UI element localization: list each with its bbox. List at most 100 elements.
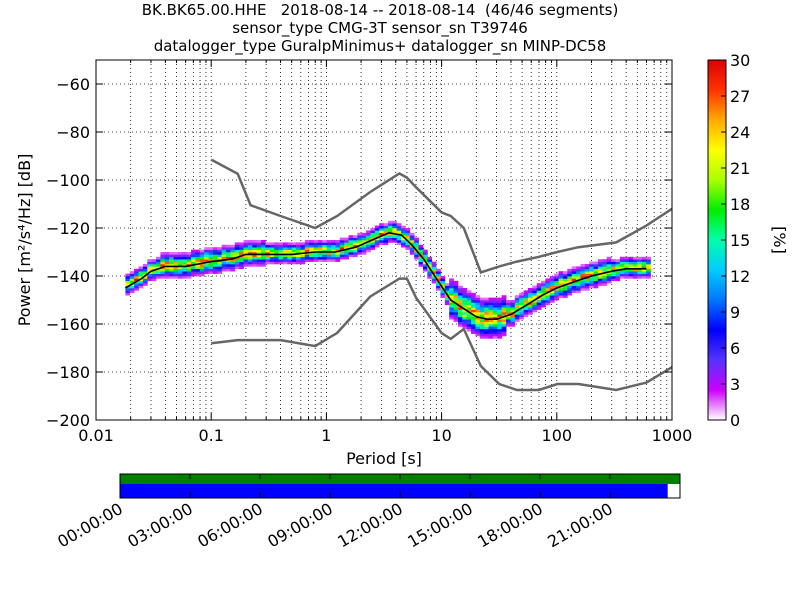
psd-cell (536, 283, 542, 286)
psd-cell (230, 268, 236, 272)
psd-cell (453, 312, 459, 315)
psd-cell (361, 249, 367, 253)
psd-cell (593, 264, 599, 267)
colorbar-label: [%] (770, 226, 789, 254)
psd-cell (142, 264, 148, 267)
psd-cell (462, 316, 468, 320)
psd-cell (239, 259, 244, 262)
psd-cell (256, 240, 262, 243)
psd-cell (226, 266, 231, 270)
psd-cell (418, 244, 424, 248)
psd-cell (492, 316, 498, 320)
psd-cell (457, 285, 463, 289)
psd-cell (562, 273, 568, 277)
psd-cell (265, 252, 271, 255)
psd-cell (261, 264, 266, 267)
psd-cell (160, 252, 166, 255)
psd-cell (204, 259, 209, 262)
psd-cell (129, 273, 135, 277)
psd-cell (453, 319, 459, 322)
psd-cell (269, 242, 275, 246)
psd-cell (199, 264, 205, 267)
psd-cell (370, 244, 376, 248)
psd-cell (361, 235, 367, 238)
psd-cell (641, 276, 647, 279)
psd-cell (300, 247, 306, 250)
psd-cell (304, 256, 310, 260)
psd-cell (471, 324, 476, 327)
psd-cell (151, 264, 157, 267)
psd-cell (514, 307, 520, 310)
psd-cell (475, 312, 481, 315)
psd-cell (523, 314, 529, 318)
psd-cell (584, 283, 590, 286)
time-tick-label: 09:00:00 (264, 499, 336, 551)
psd-cell (287, 249, 293, 253)
psd-cell (304, 240, 310, 243)
psd-cell (387, 220, 393, 224)
time-tick-label: 06:00:00 (194, 499, 266, 551)
psd-cell (589, 285, 594, 289)
psd-cell (414, 240, 419, 243)
psd-cell (554, 297, 559, 301)
psd-cell (497, 328, 503, 332)
psd-cell (414, 256, 419, 260)
psd-cell (282, 244, 288, 248)
psd-cell (287, 242, 293, 246)
psd-cell (379, 237, 384, 241)
psd-cell (475, 331, 481, 334)
psd-cell (309, 259, 314, 262)
psd-cell (186, 266, 192, 270)
x-axis: 0.01 0.1 1 10 100 1000 (78, 60, 692, 445)
psd-cell (291, 252, 297, 255)
psd-cell (584, 285, 590, 289)
psd-cell (164, 252, 170, 255)
psd-cell (173, 259, 179, 262)
psd-cell (606, 278, 612, 282)
psd-cell (147, 266, 153, 270)
psd-cell (252, 247, 258, 250)
psd-cell (523, 312, 529, 315)
psd-cell (291, 254, 297, 258)
psd-cell (606, 259, 612, 262)
psd-cell (554, 276, 559, 279)
psd-cell (541, 297, 546, 301)
psd-cell (243, 247, 249, 250)
psd-cell (646, 276, 651, 279)
psd-cell (549, 292, 555, 296)
psd-cell (457, 292, 463, 296)
psd-cell (519, 304, 524, 308)
psd-cell (221, 266, 227, 270)
psd-cell (576, 266, 581, 270)
psd-cell (606, 266, 612, 270)
psd-cell (300, 259, 306, 262)
psd-cell (247, 254, 253, 258)
psd-cell (488, 331, 494, 334)
psd-cell (497, 302, 503, 306)
psd-cell (234, 247, 240, 250)
psd-cell (501, 324, 507, 327)
psd-cell (462, 321, 468, 325)
psd-cell (532, 288, 538, 291)
psd-cell (641, 259, 647, 262)
psd-cell (186, 261, 192, 265)
psd-cell (326, 256, 332, 260)
psd-cell (204, 256, 209, 260)
psd-cell (637, 261, 643, 265)
psd-cell (278, 249, 284, 253)
psd-cell (160, 276, 166, 279)
psd-cell (186, 273, 192, 277)
psd-cell (230, 247, 236, 250)
psd-cell (247, 259, 253, 262)
psd-cell (562, 278, 568, 282)
psd-cell (317, 259, 323, 262)
psd-cell (462, 314, 468, 318)
psd-cell (514, 302, 520, 306)
psd-cell (261, 252, 266, 255)
psd-cell (195, 254, 201, 258)
psd-cell (427, 264, 433, 267)
psd-cell (243, 240, 249, 243)
psd-cell (558, 292, 564, 296)
psd-cell (396, 235, 402, 238)
psd-cell (339, 242, 345, 246)
